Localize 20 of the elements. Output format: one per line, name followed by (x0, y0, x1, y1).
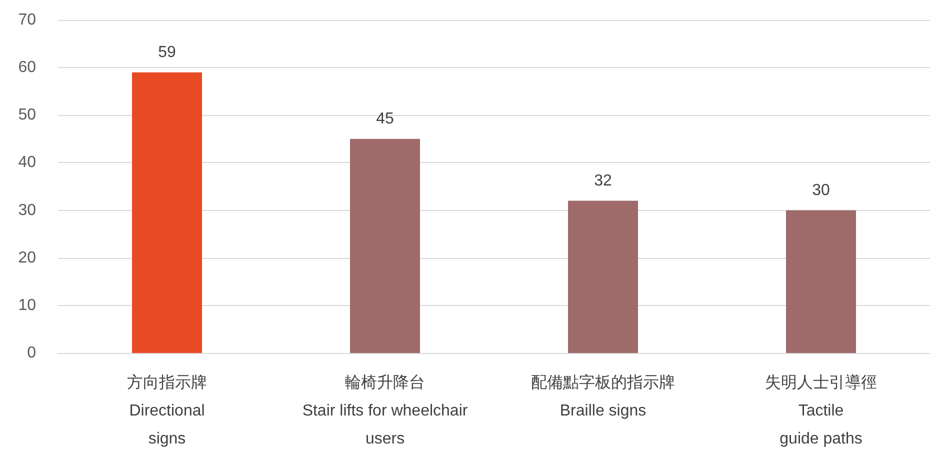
x-tick-label: 輪椅升降台 Stair lifts for wheelchair users (302, 374, 468, 448)
data-label: 45 (376, 110, 394, 128)
y-tick-label: 10 (18, 296, 36, 314)
y-tick-label: 0 (27, 344, 36, 362)
y-tick-label: 70 (18, 12, 36, 28)
bar (786, 210, 856, 353)
x-tick-label: 方向指示牌 Directional signs (127, 374, 207, 448)
bar (568, 200, 638, 353)
y-tick-label: 40 (18, 154, 36, 172)
x-tick-label: 失明人士引導徑 Tactile guide paths (765, 374, 877, 448)
data-label: 59 (158, 44, 176, 61)
data-label: 30 (812, 182, 830, 199)
y-tick-label: 60 (18, 59, 36, 76)
x-tick-label: 配備點字板的指示牌 Braille signs (531, 374, 675, 420)
bar (350, 138, 420, 353)
y-tick-label: 20 (18, 249, 36, 266)
bar (132, 72, 202, 353)
y-tick-label: 30 (18, 202, 36, 219)
data-label: 32 (594, 172, 612, 190)
y-tick-label: 50 (18, 106, 36, 124)
